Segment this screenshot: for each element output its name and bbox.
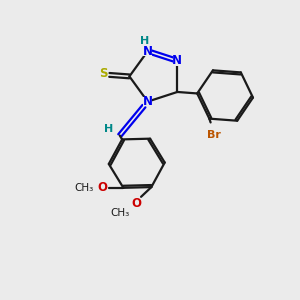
Text: O: O: [97, 181, 107, 194]
FancyBboxPatch shape: [173, 56, 182, 65]
Text: S: S: [99, 67, 107, 80]
Text: O: O: [132, 197, 142, 210]
Text: N: N: [143, 95, 153, 108]
Text: H: H: [140, 36, 149, 46]
Text: N: N: [172, 54, 182, 67]
FancyBboxPatch shape: [143, 97, 152, 106]
Text: CH₃: CH₃: [111, 208, 130, 218]
FancyBboxPatch shape: [132, 199, 141, 208]
Text: CH₃: CH₃: [74, 183, 94, 193]
FancyBboxPatch shape: [143, 46, 152, 56]
FancyBboxPatch shape: [104, 124, 113, 134]
Text: N: N: [143, 45, 153, 58]
FancyBboxPatch shape: [207, 130, 221, 140]
Text: H: H: [104, 124, 113, 134]
FancyBboxPatch shape: [140, 36, 149, 46]
FancyBboxPatch shape: [98, 183, 106, 193]
Text: Br: Br: [207, 130, 221, 140]
FancyBboxPatch shape: [98, 69, 107, 78]
